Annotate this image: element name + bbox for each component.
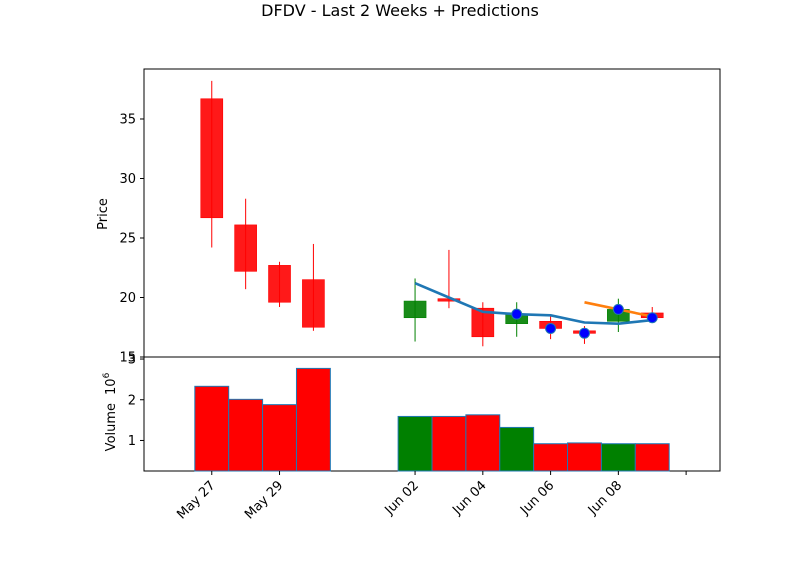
data-marker xyxy=(545,322,557,334)
volume-bar xyxy=(194,385,230,472)
data-marker xyxy=(511,308,523,320)
price-y-tick-label: 25 xyxy=(119,231,136,246)
price-panel: Price 15 20 25 30 35 xyxy=(96,68,721,366)
price-y-tick-label: 15 xyxy=(119,351,136,366)
volume-unit-exponent: 6 xyxy=(102,372,112,378)
candle-body-down xyxy=(471,307,495,338)
data-marker xyxy=(578,327,590,339)
candle xyxy=(200,80,224,248)
volume-bar xyxy=(533,443,569,472)
data-marker xyxy=(612,303,624,315)
candle-body-up xyxy=(403,300,427,319)
volume-bar xyxy=(499,426,535,472)
data-marker xyxy=(646,312,658,324)
price-y-tick-label: 20 xyxy=(119,291,136,306)
volume-y-tick-label: 1 xyxy=(128,434,136,449)
volume-bar xyxy=(600,443,636,472)
volume-y-tick-label: 2 xyxy=(128,393,136,408)
volume-bar xyxy=(431,415,467,472)
volume-y-axis-label-text: Volume xyxy=(104,403,119,451)
candle xyxy=(471,302,495,347)
price-y-tick-label: 35 xyxy=(119,112,136,127)
volume-bar xyxy=(262,404,297,472)
price-y-tick-label: 30 xyxy=(119,172,136,187)
volume-unit-base: 10 xyxy=(104,378,119,395)
series-line-1 xyxy=(414,282,653,326)
candle xyxy=(403,278,427,342)
volume-bar xyxy=(228,398,264,472)
volume-bar xyxy=(634,443,670,472)
volume-bar xyxy=(397,415,433,472)
candle xyxy=(302,243,325,331)
candle-body-down xyxy=(268,265,291,303)
price-y-axis-label: Price xyxy=(96,198,111,230)
volume-bar xyxy=(295,367,331,472)
candle-body-down xyxy=(302,279,325,328)
volume-bar xyxy=(567,442,602,472)
volume-y-axis-label: Volume 106 xyxy=(102,372,119,451)
volume-y-tick-label: 3 xyxy=(128,353,136,368)
chart-title: DFDV - Last 2 Weeks + Predictions xyxy=(261,1,539,20)
candle xyxy=(234,198,257,290)
candle xyxy=(268,261,291,308)
candle-body-down xyxy=(234,224,257,272)
volume-bar xyxy=(465,414,501,472)
candle-body-down xyxy=(200,98,224,219)
